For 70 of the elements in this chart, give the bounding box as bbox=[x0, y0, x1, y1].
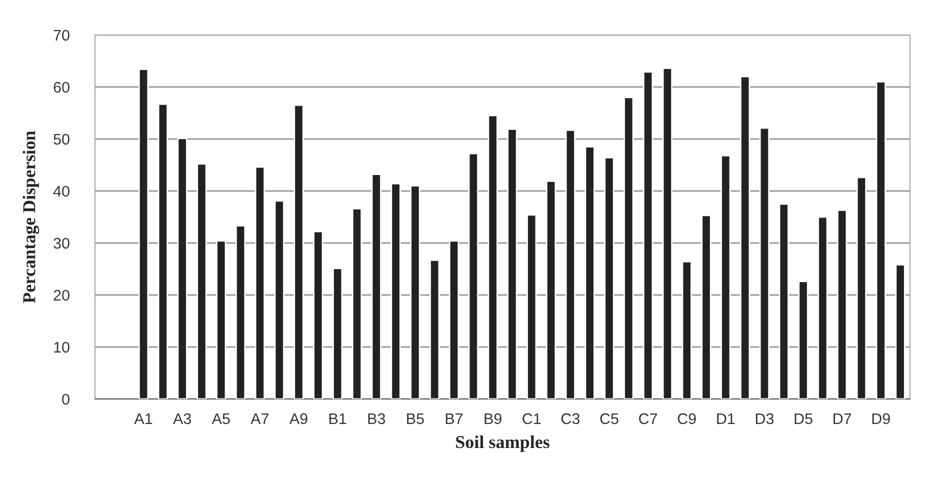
x-tick-label: A9 bbox=[289, 413, 308, 424]
x-tick-label: C5 bbox=[600, 413, 618, 424]
bar bbox=[584, 146, 595, 399]
x-tick-label: B3 bbox=[368, 413, 386, 424]
bar bbox=[526, 214, 537, 399]
bar bbox=[565, 129, 576, 399]
y-tick-label: 60 bbox=[54, 82, 70, 93]
bar bbox=[430, 259, 440, 399]
bar bbox=[313, 230, 324, 399]
bar bbox=[856, 176, 867, 399]
y-tick-label: 20 bbox=[54, 290, 70, 301]
bar bbox=[216, 240, 226, 399]
bar bbox=[720, 154, 731, 399]
bar bbox=[468, 152, 478, 399]
bar bbox=[876, 81, 886, 399]
x-tick-label: C7 bbox=[639, 413, 658, 424]
x-tick-label: D5 bbox=[794, 413, 812, 424]
x-tick-label: A1 bbox=[134, 413, 152, 424]
bar bbox=[294, 104, 304, 399]
x-tick-label: C3 bbox=[561, 413, 580, 424]
bar bbox=[158, 103, 168, 399]
bar bbox=[332, 268, 343, 399]
bar bbox=[235, 225, 246, 399]
bar bbox=[662, 68, 672, 399]
y-tick-label: 30 bbox=[54, 238, 70, 249]
bar bbox=[798, 280, 808, 399]
bar bbox=[701, 214, 712, 399]
bar bbox=[448, 240, 460, 399]
bar bbox=[837, 210, 848, 399]
bar bbox=[274, 200, 284, 399]
x-tick-label: A7 bbox=[250, 413, 269, 424]
x-tick-label: D3 bbox=[756, 413, 774, 424]
bar bbox=[371, 174, 382, 399]
y-axis-title: Percantage Dispersion bbox=[22, 130, 40, 304]
bar bbox=[352, 208, 362, 399]
y-tick-label: 50 bbox=[54, 134, 70, 145]
x-tick-label: C9 bbox=[678, 413, 696, 424]
bar bbox=[740, 76, 750, 399]
y-tick-label: 0 bbox=[62, 394, 70, 405]
x-tick-label: B1 bbox=[329, 413, 346, 424]
x-tick-label: B7 bbox=[446, 413, 463, 424]
bar bbox=[624, 96, 634, 399]
y-tick-label: 40 bbox=[53, 186, 70, 197]
x-tick-label: B9 bbox=[484, 413, 502, 424]
y-tick-label: 70 bbox=[54, 30, 70, 41]
x-tick-label: B5 bbox=[407, 413, 424, 424]
bar bbox=[778, 203, 789, 399]
x-tick-label: D7 bbox=[834, 413, 852, 424]
bar bbox=[196, 163, 207, 399]
bar bbox=[138, 68, 149, 399]
bar bbox=[604, 157, 614, 399]
bar bbox=[895, 264, 906, 399]
x-tick-label: D9 bbox=[872, 413, 890, 424]
bar bbox=[507, 128, 518, 399]
bar bbox=[177, 138, 188, 399]
x-tick-label: A5 bbox=[212, 413, 230, 424]
y-tick-label: 10 bbox=[54, 342, 70, 353]
bar bbox=[682, 261, 692, 399]
bar bbox=[546, 180, 556, 399]
bar bbox=[759, 127, 770, 399]
x-tick-label: A3 bbox=[173, 413, 191, 424]
bar bbox=[818, 216, 828, 399]
x-tick-label: C1 bbox=[522, 413, 541, 424]
bar bbox=[254, 166, 265, 399]
bar bbox=[488, 114, 498, 399]
x-axis-title: Soil samples bbox=[456, 435, 550, 452]
bar bbox=[410, 185, 420, 399]
x-tick-label: D1 bbox=[717, 413, 735, 424]
bar bbox=[390, 183, 401, 399]
bar bbox=[642, 71, 654, 399]
